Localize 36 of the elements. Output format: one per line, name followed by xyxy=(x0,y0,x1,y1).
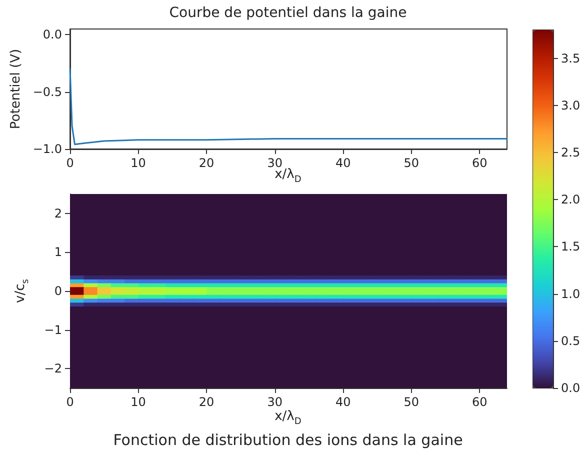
x-tick-label: 60 xyxy=(472,395,488,409)
color-bar-label: 2.5 xyxy=(561,145,580,160)
x-tick-label: 0 xyxy=(66,395,74,409)
y-tick-label: 2 xyxy=(54,206,62,220)
x-tick-label: 50 xyxy=(404,395,420,409)
x-tick-label: 0 xyxy=(66,156,74,170)
x-axis-title: x/λ$_{D}$ xyxy=(274,167,302,185)
y-tick-label: 0 xyxy=(54,284,62,298)
x-tick-label: 10 xyxy=(130,156,146,170)
color-bar-label: 2.0 xyxy=(561,192,580,207)
y-tick-label: 1 xyxy=(54,245,62,260)
color-bar-label: 0.5 xyxy=(561,334,580,348)
text: Fonction de distribution des ions dans la gaine xyxy=(113,431,463,449)
color-bar-label: 1.5 xyxy=(561,240,580,254)
y-tick-label: −1 xyxy=(44,322,62,337)
y-tick-label: −0.5 xyxy=(32,84,62,99)
color-bar-label: 3.0 xyxy=(561,98,580,112)
color-bar-label: 0.0 xyxy=(561,381,580,395)
x-tick-label: 20 xyxy=(198,156,214,170)
x-tick-label: 20 xyxy=(198,395,214,409)
x-tick-label: 40 xyxy=(335,395,351,409)
line-series xyxy=(69,68,508,146)
x-tick-label: 50 xyxy=(404,156,420,170)
chart-title: Courbe de potentiel dans la gaine xyxy=(169,5,407,21)
x-tick-label: 10 xyxy=(130,395,146,409)
color-bar-label: 3.5 xyxy=(561,51,580,66)
y-axis-title: Potentiel (V) xyxy=(8,48,24,130)
x-tick-label: 30 xyxy=(267,156,282,170)
x-tick-label: 60 xyxy=(472,156,488,170)
x-tick-label: 40 xyxy=(335,156,351,170)
x-axis-title: x/λ$_{D}$ xyxy=(274,409,302,427)
color-bar-label: 1.0 xyxy=(561,286,580,301)
y-tick-label: −2 xyxy=(44,362,62,376)
y-tick-label: −1.0 xyxy=(32,142,62,156)
x-tick-label: 30 xyxy=(267,395,282,409)
y-tick-label: 0.0 xyxy=(42,28,62,42)
